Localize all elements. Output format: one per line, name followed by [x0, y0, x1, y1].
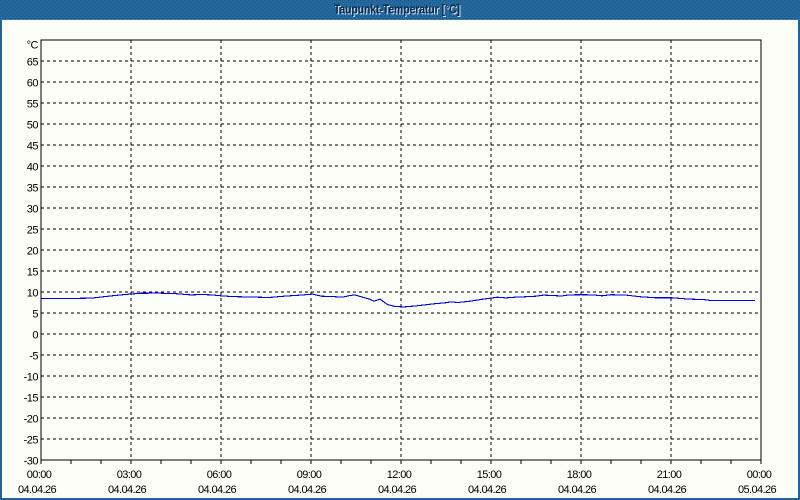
svg-text:21:00: 21:00 [657, 469, 682, 481]
svg-text:00:00: 00:00 [747, 469, 772, 481]
svg-text:04.04.26: 04.04.26 [288, 484, 327, 496]
svg-text:06:00: 06:00 [207, 469, 232, 481]
svg-text:°C: °C [27, 40, 39, 52]
svg-text:30: 30 [27, 204, 39, 216]
svg-text:45: 45 [27, 141, 39, 153]
svg-text:04.04.26: 04.04.26 [558, 484, 597, 496]
svg-text:-30: -30 [24, 456, 39, 468]
svg-text:-10: -10 [24, 372, 39, 384]
svg-text:-5: -5 [29, 351, 38, 363]
svg-text:50: 50 [27, 120, 39, 132]
svg-text:00:00: 00:00 [27, 469, 52, 481]
svg-text:03:00: 03:00 [117, 469, 142, 481]
svg-text:-25: -25 [24, 435, 39, 447]
svg-text:60: 60 [27, 78, 39, 90]
svg-text:-20: -20 [24, 414, 39, 426]
svg-text:04.04.26: 04.04.26 [648, 484, 687, 496]
svg-text:04.04.26: 04.04.26 [108, 484, 147, 496]
svg-text:04.04.26: 04.04.26 [468, 484, 507, 496]
svg-text:20: 20 [27, 246, 39, 258]
svg-text:05.04.26: 05.04.26 [738, 484, 777, 496]
svg-text:35: 35 [27, 183, 39, 195]
svg-text:18:00: 18:00 [567, 469, 592, 481]
svg-text:-15: -15 [24, 393, 39, 405]
svg-text:04.04.26: 04.04.26 [378, 484, 417, 496]
svg-text:0: 0 [32, 330, 38, 342]
svg-text:10: 10 [27, 288, 39, 300]
svg-text:09:00: 09:00 [297, 469, 322, 481]
svg-text:04.04.26: 04.04.26 [18, 484, 57, 496]
svg-text:Taupunkt-Temperatur [°C]: Taupunkt-Temperatur [°C] [334, 2, 460, 17]
svg-text:5: 5 [32, 309, 38, 321]
svg-text:65: 65 [27, 57, 39, 69]
svg-text:15:00: 15:00 [477, 469, 502, 481]
svg-text:12:00: 12:00 [387, 469, 412, 481]
svg-text:55: 55 [27, 99, 39, 111]
svg-text:Taupunkt-Temperatur [°C]: Taupunkt-Temperatur [°C] [335, 3, 461, 18]
svg-text:15: 15 [27, 267, 39, 279]
svg-text:40: 40 [27, 162, 39, 174]
svg-text:25: 25 [27, 225, 39, 237]
svg-text:04.04.26: 04.04.26 [198, 484, 237, 496]
